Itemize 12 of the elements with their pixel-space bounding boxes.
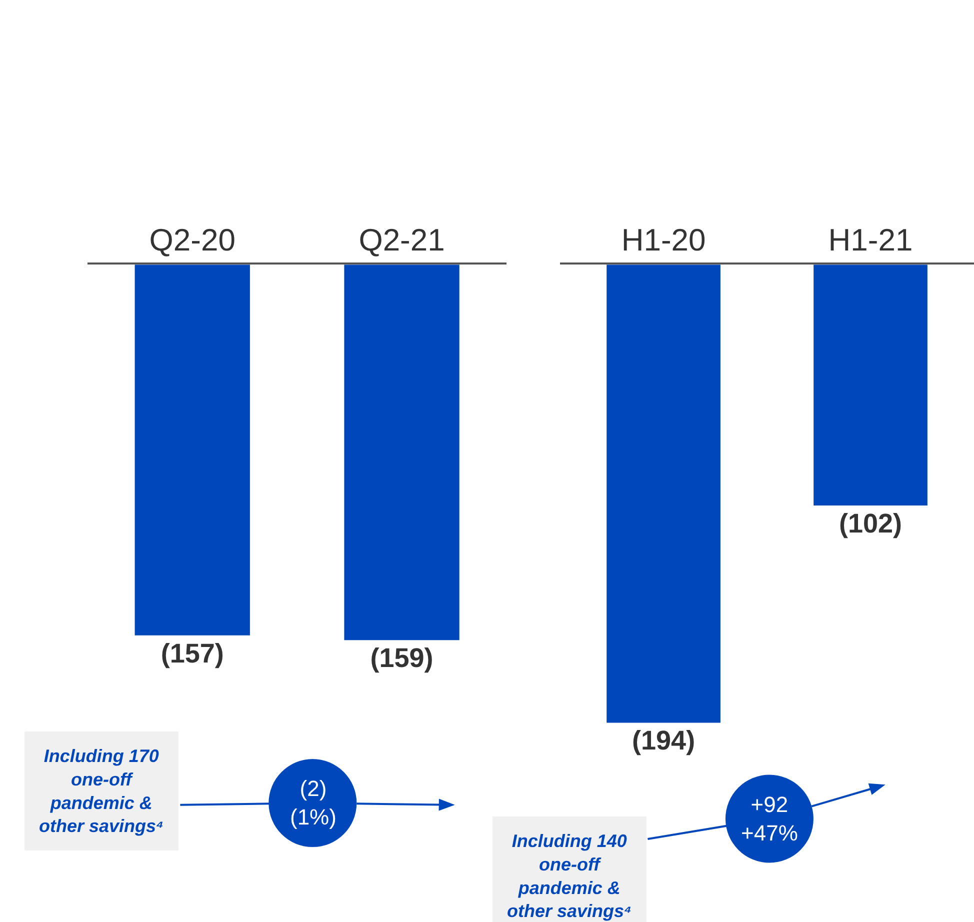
text: (2) (1%) — [290, 776, 336, 830]
text: Including 170 one-off pandemic & other savings⁴ — [39, 746, 164, 836]
x-tick-label: Q2-21 — [358, 222, 445, 258]
x-tick-label: H1-20 — [621, 222, 706, 258]
x-tick-label: Q2-20 — [149, 222, 236, 258]
x-tick-label: H1-21 — [828, 222, 913, 258]
data-label: (194) — [632, 726, 696, 756]
data-label: (157) — [160, 638, 224, 668]
data-label: (159) — [370, 643, 434, 674]
data-label: (102) — [838, 508, 902, 538]
text: Including 140 one-off pandemic & other savings⁴ — [507, 831, 632, 922]
text: +92 +47% — [741, 792, 798, 846]
